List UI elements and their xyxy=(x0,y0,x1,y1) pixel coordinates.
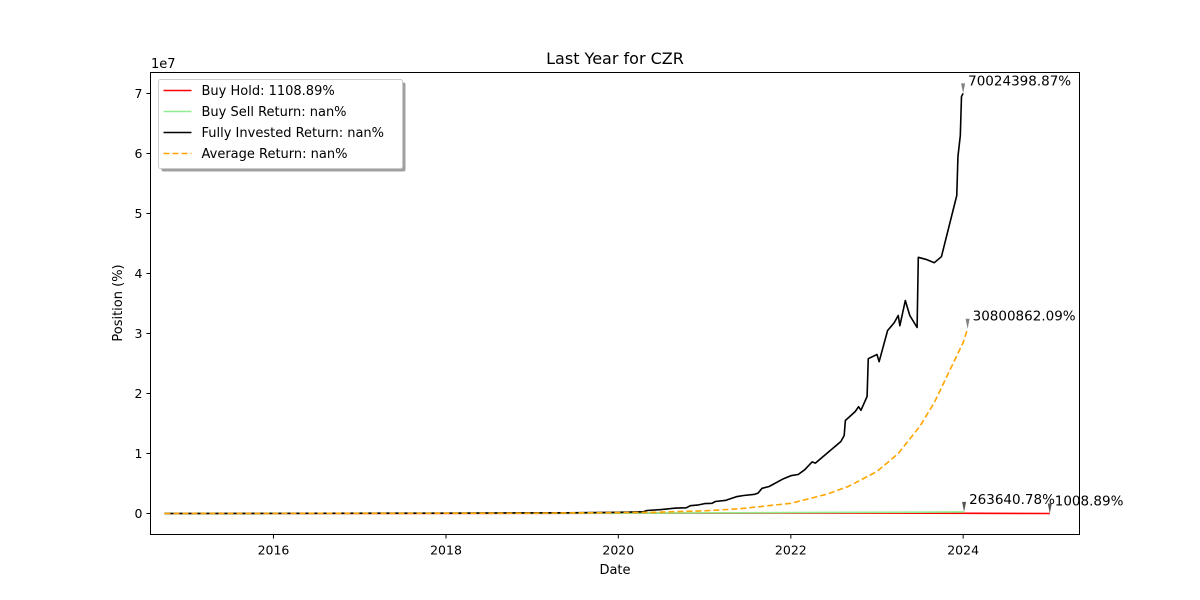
y-tick-label-5: 5 xyxy=(135,206,143,221)
y-tick-label-6: 6 xyxy=(135,146,143,161)
y-tick-label-0: 0 xyxy=(135,506,143,521)
legend-label-3: Average Return: nan% xyxy=(202,147,348,162)
x-tick-label-4: 2024 xyxy=(947,543,979,558)
x-tick-label-0: 2016 xyxy=(258,543,290,558)
y-axis: 0 1 2 3 4 5 6 7 xyxy=(135,86,151,521)
annotation-label-3: 1008.89% xyxy=(1055,493,1124,509)
x-axis: 2016 2018 2020 2022 2024 xyxy=(258,534,979,558)
x-tick-label-3: 2022 xyxy=(775,543,807,558)
y-tick-label-1: 1 xyxy=(135,446,143,461)
x-tick-label-1: 2018 xyxy=(430,543,462,558)
legend: Buy Hold: 1108.89% Buy Sell Return: nan% F… xyxy=(158,79,406,172)
y-tick-label-2: 2 xyxy=(135,386,143,401)
annotation-arrow-1 xyxy=(965,318,970,329)
annotation-label-0: 70024398.87% xyxy=(968,73,1071,89)
annotation-arrow-2 xyxy=(962,501,967,512)
chart-title: Last Year for CZR xyxy=(546,49,684,68)
annotations: 70024398.87% 30800862.09% 263640.78% 1008.8… xyxy=(961,73,1124,514)
annotation-label-2: 263640.78% xyxy=(969,492,1055,508)
legend-label-1: Buy Sell Return: nan% xyxy=(202,105,347,120)
annotation-arrow-0 xyxy=(961,83,966,94)
annotation-arrow-3 xyxy=(1047,503,1052,514)
series-line-3 xyxy=(164,328,969,515)
y-tick-label-7: 7 xyxy=(135,86,143,101)
x-tick-label-2: 2020 xyxy=(602,543,634,558)
y-axis-offset-label: 1e7 xyxy=(151,57,176,72)
x-axis-label: Date xyxy=(599,563,630,578)
y-axis-label: Position (%) xyxy=(111,264,126,341)
legend-box xyxy=(158,79,403,169)
annotation-label-1: 30800862.09% xyxy=(973,309,1076,325)
legend-label-2: Fully Invested Return: nan% xyxy=(202,126,385,141)
y-tick-label-3: 3 xyxy=(135,326,143,341)
plot-area xyxy=(164,92,1050,515)
axes-frame xyxy=(150,72,1080,535)
y-tick-label-4: 4 xyxy=(135,266,143,281)
series-line-2 xyxy=(164,92,964,515)
legend-label-0: Buy Hold: 1108.89% xyxy=(202,84,335,99)
